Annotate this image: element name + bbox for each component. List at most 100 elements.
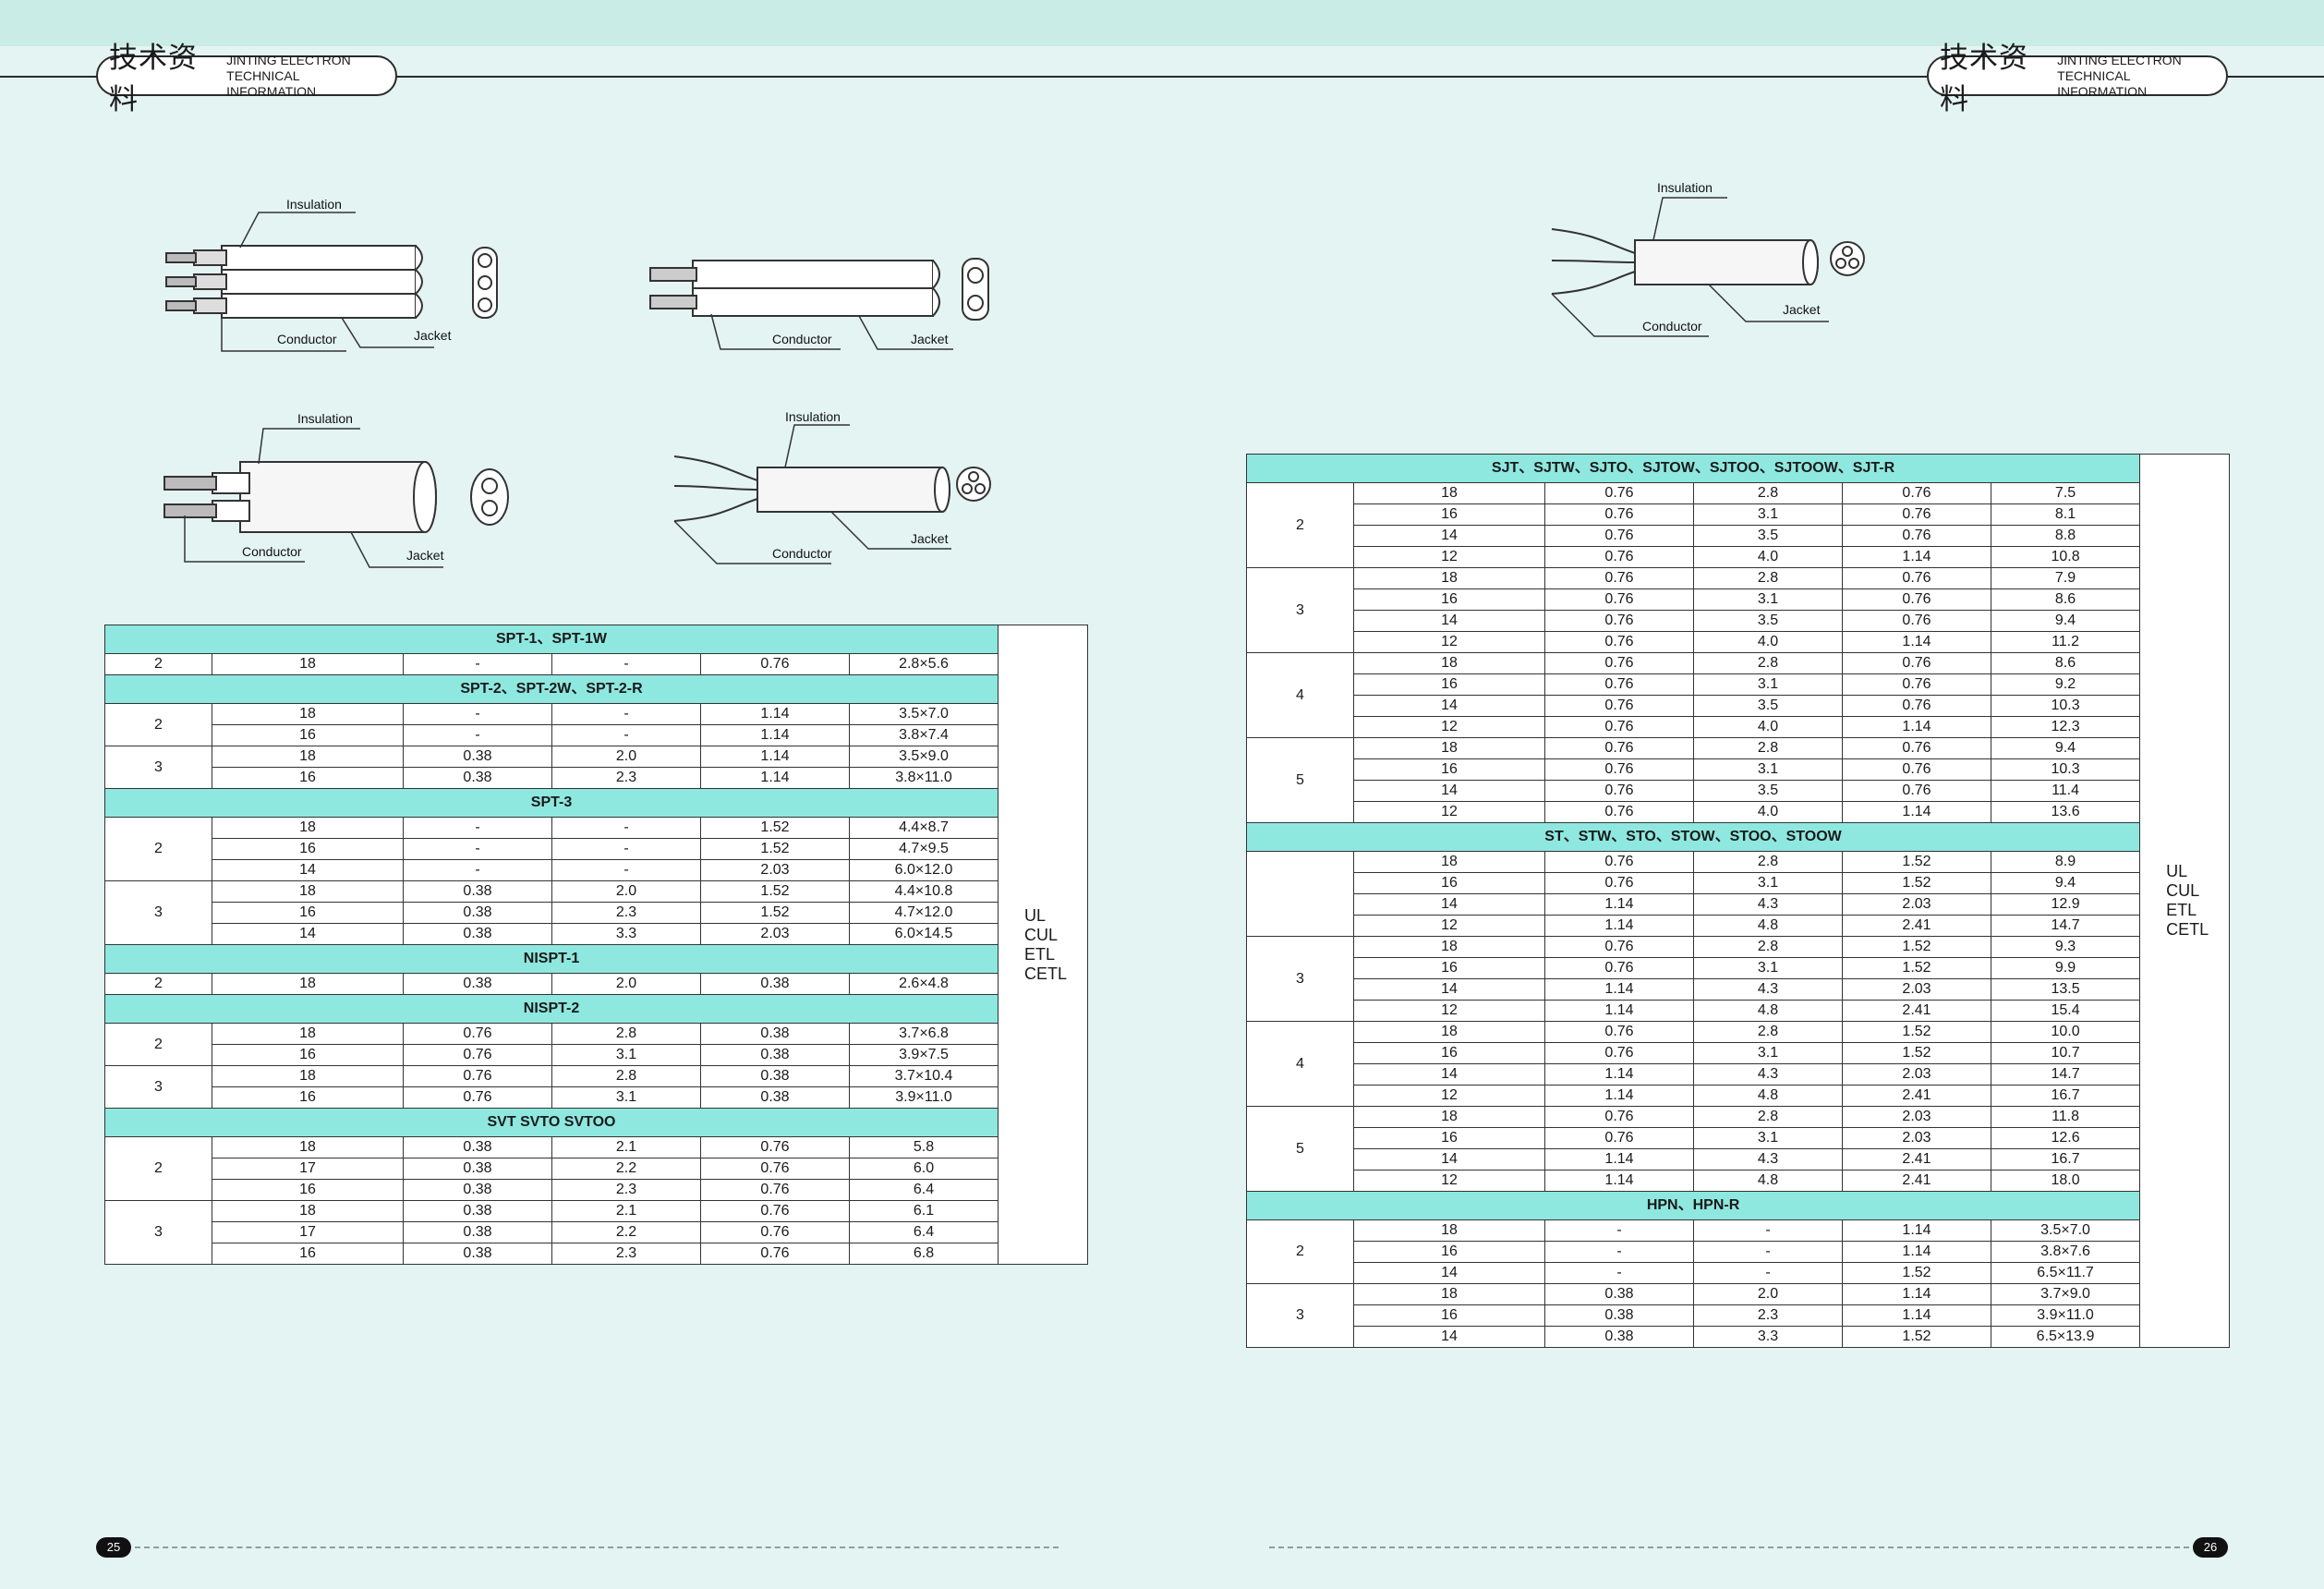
col3-cell: 2.0 <box>551 973 701 995</box>
col3-cell: 3.1 <box>1693 1127 1843 1149</box>
awg-cell: 17 <box>212 1221 404 1243</box>
insulation-thickness-cell: 0.38 <box>403 1158 552 1180</box>
col3-cell: 2.3 <box>551 902 701 924</box>
certification-cell: UL CUL ETL CETL <box>998 625 1088 1265</box>
awg-cell: 14 <box>1353 610 1545 632</box>
col3-cell: 2.8 <box>551 1023 701 1045</box>
jacket-thickness-cell: 2.03 <box>700 859 850 881</box>
table-row: 16 0.76 3.1 1.52 10.7 <box>1247 1042 2230 1064</box>
jacket-thickness-cell: 0.38 <box>700 1023 850 1045</box>
conductor-label: Conductor <box>772 332 832 346</box>
table-row: 16 0.38 2.3 0.76 6.8 <box>105 1243 1088 1265</box>
table-row: 12 0.76 4.0 1.14 12.3 <box>1247 716 2230 738</box>
dimension-cell: 8.6 <box>1990 652 2141 674</box>
dimension-cell: 11.4 <box>1990 780 2141 802</box>
awg-cell: 12 <box>1353 716 1545 738</box>
table-row: 4 18 0.76 2.8 0.76 8.6 <box>1246 652 2230 738</box>
table-row: 16 0.38 2.3 0.76 6.4 <box>105 1179 1088 1201</box>
table-row: 3 18 0.38 2.1 0.76 6.1 <box>104 1200 1088 1265</box>
dimension-cell: 10.3 <box>1990 758 2141 781</box>
dimension-cell: 3.5×7.0 <box>1990 1219 2141 1242</box>
awg-cell: 14 <box>1353 978 1545 1001</box>
table-row: 3 18 0.38 2.0 1.14 3.7×9.0 <box>1246 1283 2230 1348</box>
table-row: 14 0.76 3.5 0.76 8.8 <box>1247 525 2230 547</box>
table-row: 14 1.14 4.3 2.41 16.7 <box>1247 1148 2230 1171</box>
table-row: 16 0.76 3.1 0.38 3.9×11.0 <box>105 1086 1088 1109</box>
table-row: 12 1.14 4.8 2.41 16.7 <box>1247 1085 2230 1107</box>
awg-cell: 14 <box>212 859 404 881</box>
jacket-thickness-cell: 0.76 <box>700 653 850 675</box>
col3-cell: 4.0 <box>1693 801 1843 823</box>
insulation-thickness-cell: 1.14 <box>1544 893 1694 916</box>
col3-cell: 2.8 <box>1693 936 1843 958</box>
awg-cell: 18 <box>212 746 404 768</box>
jacket-thickness-cell: 1.14 <box>700 767 850 789</box>
awg-cell: 16 <box>1353 1241 1545 1263</box>
col3-cell: 2.0 <box>551 880 701 903</box>
jacket-thickness-cell: 1.14 <box>1842 1283 1991 1305</box>
section-header-row: NISPT-1 <box>104 944 1088 974</box>
section-header-row: SPT-2、SPT-2W、SPT-2-R <box>104 674 1088 704</box>
col3-cell: 2.0 <box>1693 1283 1843 1305</box>
insulation-thickness-cell: 0.76 <box>1544 780 1694 802</box>
col3-cell: 2.8 <box>1693 737 1843 759</box>
jacket-thickness-cell: 0.76 <box>1842 588 1991 611</box>
col3-cell: 3.1 <box>1693 872 1843 894</box>
insulation-thickness-cell: - <box>403 653 552 675</box>
col3-cell: 3.3 <box>1693 1326 1843 1348</box>
awg-cell: 14 <box>1353 1262 1545 1284</box>
awg-cell: 16 <box>1353 503 1545 526</box>
section-title: SVT SVTO SVTOO <box>104 1108 999 1137</box>
awg-cell: 18 <box>1353 1283 1545 1305</box>
dimension-cell: 10.7 <box>1990 1042 2141 1064</box>
jacket-thickness-cell: 1.14 <box>700 703 850 725</box>
dimension-cell: 9.4 <box>1990 872 2141 894</box>
jacket-thickness-cell: 1.52 <box>700 817 850 839</box>
jacket-thickness-cell: 1.14 <box>1842 546 1991 568</box>
conductor-count-cell: 2 <box>104 653 212 675</box>
col3-cell: 4.0 <box>1693 546 1843 568</box>
col3-cell: - <box>551 817 701 839</box>
awg-cell: 12 <box>1353 1085 1545 1107</box>
awg-cell: 16 <box>212 1179 404 1201</box>
spec-table-left: SPT-1、SPT-1W UL CUL ETL CETL 2 18- -0.76 2.8×5.6… <box>104 625 1088 1265</box>
awg-cell: 17 <box>212 1158 404 1180</box>
col3-cell: 4.3 <box>1693 893 1843 916</box>
dimension-cell: 3.5×9.0 <box>849 746 999 768</box>
insulation-thickness-cell: 0.76 <box>1544 546 1694 568</box>
table-row: 2 18 0.38 2.1 0.76 5.8 <box>104 1136 1088 1201</box>
table-row: 16 0.38 2.3 1.52 4.7×12.0 <box>105 902 1088 924</box>
table-row: 12 0.76 4.0 1.14 11.2 <box>1247 631 2230 653</box>
table-row: 16 0.76 3.1 0.76 8.1 <box>1247 503 2230 526</box>
dimension-cell: 6.5×13.9 <box>1990 1326 2141 1348</box>
jacket-thickness-cell: 1.52 <box>1842 851 1991 873</box>
jacket-label: Jacket <box>911 531 949 546</box>
certification-label: CUL <box>1024 925 1059 944</box>
dimension-cell: 3.7×9.0 <box>1990 1283 2141 1305</box>
header-rule-left <box>0 76 1162 78</box>
awg-cell: 18 <box>1353 936 1545 958</box>
jacket-thickness-cell: 1.14 <box>1842 1304 1991 1327</box>
conductor-count-cell: 2 <box>104 973 212 995</box>
col3-cell: 3.1 <box>1693 673 1843 696</box>
insulation-thickness-cell: 0.38 <box>403 880 552 903</box>
dimension-cell: 2.6×4.8 <box>849 973 999 995</box>
insulation-thickness-cell: 0.76 <box>1544 631 1694 653</box>
jacket-thickness-cell: 0.76 <box>1842 503 1991 526</box>
jacket-thickness-cell: 0.76 <box>700 1158 850 1180</box>
dimension-cell: 3.8×7.6 <box>1990 1241 2141 1263</box>
conductor-count-cell: 2 <box>104 1136 212 1201</box>
table-row: 16- -1.14 3.8×7.4 <box>105 724 1088 746</box>
col3-cell: - <box>551 653 701 675</box>
col3-cell: 2.8 <box>1693 851 1843 873</box>
table-row: 2 18- -1.52 4.4×8.7 <box>104 817 1088 881</box>
awg-cell: 18 <box>1353 1021 1545 1043</box>
awg-cell: 16 <box>212 902 404 924</box>
dimension-cell: 6.1 <box>849 1200 999 1222</box>
table-row: 16 0.76 3.1 0.76 10.3 <box>1247 758 2230 781</box>
conductor-count-cell: 2 <box>104 1023 212 1066</box>
awg-cell: 14 <box>212 923 404 945</box>
jacket-thickness-cell: 0.76 <box>1842 758 1991 781</box>
section-header-row: SJT、SJTW、SJTO、SJTOW、SJTOO、SJTOOW、SJT-R UL… <box>1245 454 2231 1348</box>
insulation-thickness-cell: 0.38 <box>1544 1304 1694 1327</box>
